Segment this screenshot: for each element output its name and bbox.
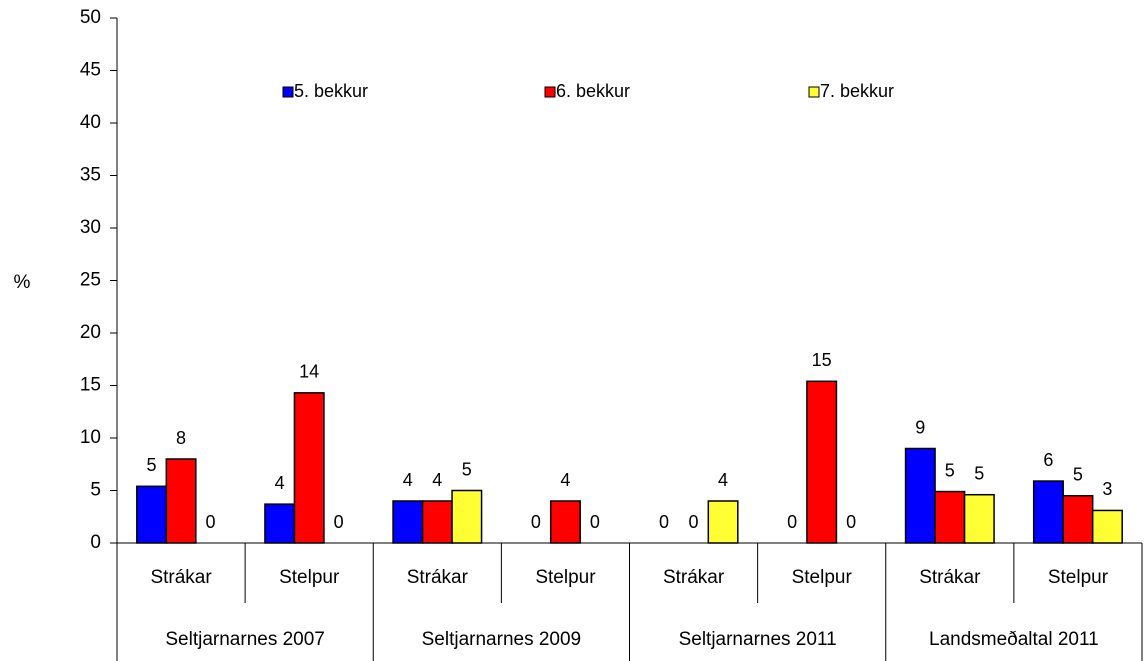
- data-label: 4: [560, 470, 570, 490]
- data-label: 14: [299, 362, 319, 382]
- bar: [806, 380, 838, 544]
- data-label: 4: [718, 470, 728, 490]
- data-label: 4: [403, 470, 413, 490]
- y-tick-label: 40: [80, 112, 101, 133]
- y-tick-label: 30: [80, 217, 101, 238]
- data-label: 0: [846, 512, 856, 532]
- group-label: Seltjarnarnes 2011: [679, 629, 837, 650]
- x-tick-label: Stelpur: [535, 567, 596, 588]
- data-label: 5: [462, 459, 472, 479]
- x-tick-label: Strákar: [919, 567, 981, 588]
- bar: [1032, 480, 1064, 544]
- y-tick-label: 50: [80, 7, 101, 28]
- data-label: 8: [176, 428, 186, 448]
- data-label: 9: [915, 417, 925, 437]
- bar: [904, 447, 936, 544]
- data-label: 5: [945, 460, 955, 480]
- data-label: 5: [1073, 465, 1083, 485]
- legend-label: 7. bekkur: [820, 81, 894, 101]
- x-tick-label: Stelpur: [792, 567, 853, 588]
- bar: [421, 500, 453, 544]
- x-tick-label: Stelpur: [279, 567, 340, 588]
- group-label: Seltjarnarnes 2009: [422, 629, 582, 650]
- data-label: 3: [1102, 479, 1112, 499]
- bar: [1062, 495, 1094, 544]
- data-label: 6: [1043, 450, 1053, 470]
- bar: [934, 490, 966, 544]
- y-tick-label: 25: [80, 270, 101, 291]
- group-label: Landsmeðaltal 2011: [929, 629, 1099, 650]
- legend-label: 5. bekkur: [294, 81, 368, 101]
- y-tick-label: 10: [80, 427, 101, 448]
- data-label: 0: [590, 512, 600, 532]
- data-label: 5: [974, 463, 984, 483]
- y-axis-label: %: [14, 272, 31, 293]
- bar: [165, 458, 197, 544]
- x-tick-label: Strákar: [663, 567, 725, 588]
- bar: [451, 489, 483, 544]
- y-tick-label: 0: [90, 532, 101, 553]
- group-label: Seltjarnarnes 2007: [165, 629, 325, 650]
- x-tick-label: Strákar: [150, 567, 212, 588]
- data-label: 0: [689, 512, 699, 532]
- y-tick-label: 15: [80, 375, 101, 396]
- bar: [707, 500, 739, 544]
- y-tick-label: 20: [80, 322, 101, 343]
- bar: [293, 392, 325, 544]
- data-label: 0: [206, 512, 216, 532]
- data-label: 4: [432, 470, 442, 490]
- data-label: 15: [812, 350, 832, 370]
- y-tick-label: 35: [80, 165, 101, 186]
- bar: [264, 503, 296, 544]
- bar: [963, 493, 995, 544]
- legend-swatch: [544, 86, 556, 98]
- bar: [136, 485, 168, 544]
- legend-swatch: [808, 86, 820, 98]
- y-tick-label: 5: [90, 480, 101, 501]
- legend-swatch: [282, 86, 294, 98]
- data-label: 0: [787, 512, 797, 532]
- data-label: 0: [659, 512, 669, 532]
- data-label: 5: [147, 455, 157, 475]
- data-label: 4: [275, 473, 285, 493]
- x-tick-label: Stelpur: [1048, 567, 1109, 588]
- data-label: 0: [334, 512, 344, 532]
- y-tick-label: 45: [80, 60, 101, 81]
- data-label: 0: [531, 512, 541, 532]
- legend-label: 6. bekkur: [556, 81, 630, 101]
- bar: [392, 500, 424, 544]
- bar: [1091, 509, 1123, 544]
- bar: [549, 500, 581, 544]
- x-tick-label: Strákar: [407, 567, 469, 588]
